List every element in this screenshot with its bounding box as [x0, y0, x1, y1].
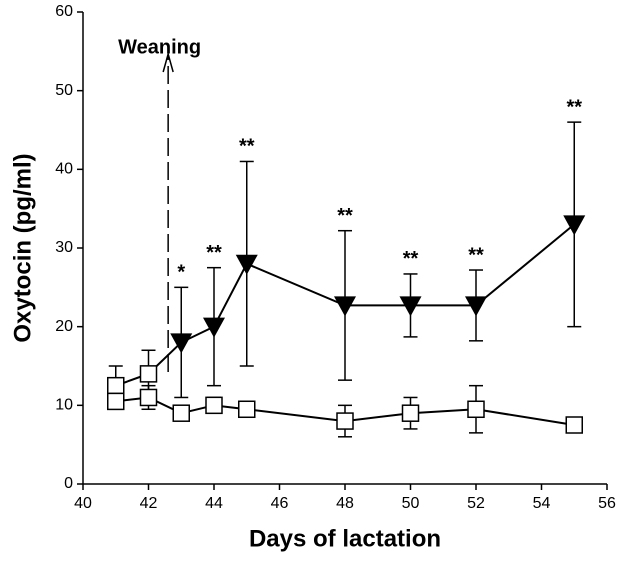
significance-label: **: [566, 96, 582, 118]
triangle-marker: [170, 333, 193, 354]
x-axis-title: Days of lactation: [249, 525, 441, 552]
significance-label: **: [337, 205, 353, 227]
x-tick-label: 50: [402, 495, 420, 512]
y-tick-label: 40: [55, 161, 73, 178]
significance-label: **: [239, 136, 255, 158]
square-marker: [107, 376, 125, 395]
square-marker: [139, 388, 158, 407]
y-tick-label: 0: [64, 475, 73, 492]
y-tick-label: 20: [55, 318, 73, 335]
significance-label: **: [403, 248, 419, 270]
square-marker: [238, 400, 256, 419]
x-tick-label: 44: [205, 495, 223, 512]
y-tick-label: 60: [55, 3, 73, 20]
square-marker: [336, 412, 354, 430]
square-marker: [107, 392, 125, 411]
y-tick-label: 10: [55, 397, 73, 414]
square-marker: [172, 404, 190, 422]
significance-label: *: [177, 262, 185, 284]
x-tick-label: 42: [140, 495, 158, 512]
x-tick-label: 40: [74, 495, 92, 512]
x-tick-label: 46: [271, 495, 289, 512]
square-marker: [139, 365, 158, 383]
y-axis-title: Oxytocin (pg/ml): [9, 153, 36, 342]
square-marker: [467, 400, 485, 419]
significance-label: **: [468, 244, 484, 266]
triangle-marker: [203, 317, 225, 338]
y-tick-label: 30: [55, 239, 73, 256]
square-marker: [401, 404, 420, 422]
square-marker: [205, 396, 223, 415]
triangle-marker: [399, 296, 422, 317]
weaning-label: Weaning: [118, 36, 201, 58]
significance-label: **: [206, 242, 222, 264]
x-tick-label: 56: [598, 495, 616, 512]
x-tick-label: 54: [533, 495, 551, 512]
x-tick-label: 52: [467, 495, 485, 512]
weaning-arrow-head: [162, 51, 174, 73]
triangle-marker: [465, 296, 487, 317]
triangle-marker: [563, 215, 586, 236]
y-tick-label: 50: [55, 82, 73, 99]
square-marker: [565, 416, 583, 434]
triangle-marker: [235, 254, 258, 275]
triangle-marker: [334, 296, 356, 317]
x-tick-label: 48: [336, 495, 354, 512]
